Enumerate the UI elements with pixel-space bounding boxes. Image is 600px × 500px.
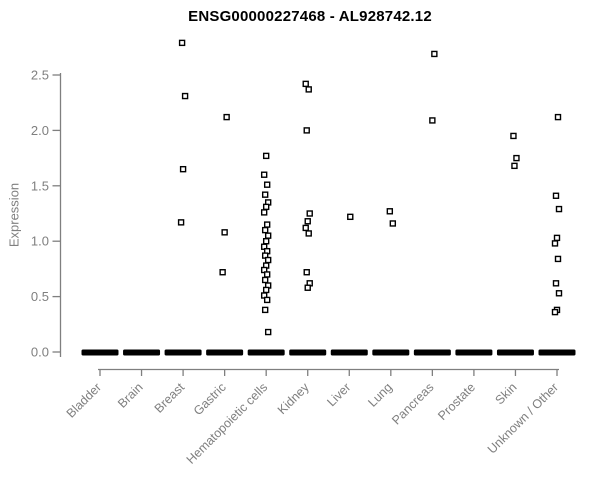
x-tick-label: Breast (152, 380, 188, 416)
data-point (551, 308, 559, 316)
data-point (510, 132, 517, 140)
zero-cluster-bar (413, 349, 451, 356)
data-point (261, 226, 269, 234)
data-point (303, 269, 310, 276)
data-point (261, 306, 269, 314)
data-point (221, 229, 228, 236)
chart-title: ENSG00000227468 - AL928742.12 (188, 8, 432, 25)
data-point (263, 271, 271, 278)
x-tick-label: Hematopoietic cells (184, 380, 271, 467)
y-tick-label: 2.0 (31, 123, 49, 138)
data-point (552, 280, 560, 287)
x-tick-label: Brain (115, 380, 146, 411)
data-point (223, 113, 230, 121)
data-point (513, 154, 520, 162)
data-point (261, 191, 269, 198)
zero-cluster-bar (538, 349, 576, 356)
data-point (262, 286, 270, 294)
y-tick-label: 2.5 (31, 68, 49, 83)
data-point (302, 80, 309, 88)
x-tick-label: Gastric (191, 380, 229, 418)
x-tick-label: Unknown / Other (485, 380, 561, 456)
data-point (181, 92, 189, 100)
x-tick-label: Bladder (64, 380, 104, 420)
zero-cluster-bar (81, 349, 119, 356)
data-point (305, 230, 312, 237)
data-point (347, 213, 354, 221)
data-point (178, 39, 186, 47)
x-tick-label: Skin (492, 380, 519, 407)
data-point (179, 165, 187, 173)
y-tick-label: 0.5 (31, 289, 49, 304)
data-point (219, 269, 226, 276)
data-point (177, 219, 185, 226)
zero-cluster-bar (455, 349, 493, 356)
data-point (263, 181, 271, 188)
x-tick-label: Pancreas (389, 380, 436, 427)
data-point (554, 113, 562, 121)
data-point (263, 221, 271, 228)
y-tick-label: 1.5 (31, 178, 49, 193)
data-point (262, 152, 270, 160)
x-tick-label: Prostate (435, 380, 478, 423)
data-point (554, 255, 562, 263)
y-tick-label: 1.0 (31, 234, 49, 249)
zero-cluster-bar (247, 349, 285, 356)
zero-cluster-bar (372, 349, 410, 356)
data-point (303, 127, 310, 134)
x-tick-label: Kidney (275, 380, 312, 417)
data-point (555, 205, 563, 213)
data-point (553, 234, 561, 242)
data-point (260, 171, 268, 178)
data-point (302, 224, 309, 232)
x-tick-label: Lung (365, 380, 395, 410)
data-point (511, 162, 518, 170)
zero-cluster-bar (289, 349, 327, 356)
zero-cluster-bar (330, 349, 368, 356)
data-point (261, 276, 269, 284)
data-point (386, 208, 394, 215)
data-point (389, 220, 397, 227)
data-point (306, 210, 313, 217)
data-point (304, 284, 311, 291)
data-point (552, 192, 560, 199)
zero-cluster-bar (123, 349, 161, 356)
x-tick-label: Liver (324, 380, 353, 409)
zero-cluster-bar (496, 349, 534, 356)
y-tick-label: 0.0 (31, 345, 49, 360)
zero-cluster-bar (206, 349, 244, 356)
data-point (429, 117, 436, 124)
data-point (263, 296, 271, 304)
data-point (264, 256, 272, 264)
data-point (264, 232, 272, 239)
data-point (431, 50, 438, 58)
data-point (262, 203, 270, 211)
zero-cluster-bar (164, 349, 202, 356)
data-point (264, 328, 272, 336)
data-point (551, 240, 559, 247)
data-point (260, 209, 268, 216)
data-point (262, 237, 270, 245)
data-point (304, 218, 311, 225)
data-point (555, 290, 563, 297)
data-point (305, 86, 312, 93)
